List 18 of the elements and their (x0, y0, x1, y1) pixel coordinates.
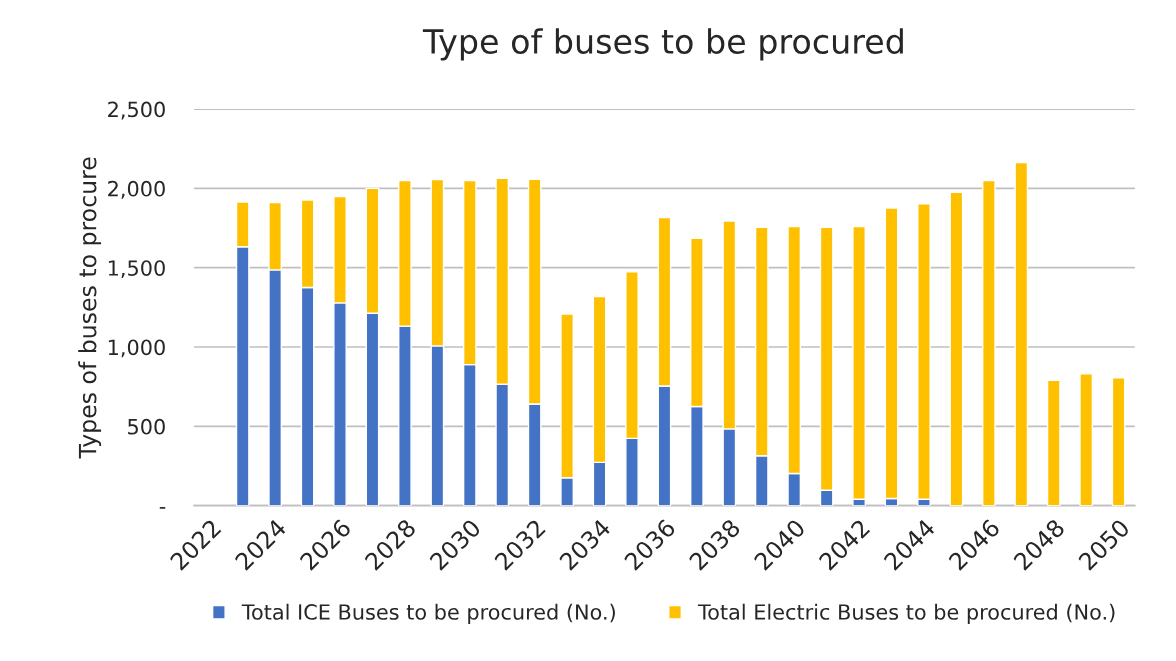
y-tick-label: 2,000 (108, 180, 165, 199)
y-axis-title: Types of buses to procure (78, 157, 102, 459)
bar (1014, 161, 1029, 506)
legend-label: Total ICE Buses to be procured (No.) (241, 603, 615, 624)
y-tick-label: 1,500 (108, 260, 165, 279)
legend-label: Total Electric Buses to be procured (No.) (697, 603, 1115, 624)
bar (852, 225, 866, 501)
y-tick-label: 2,500 (108, 101, 165, 120)
y-tick-label: 1,000 (108, 339, 165, 358)
chart-title: Type of buses to be procured (422, 28, 903, 61)
bar (949, 191, 964, 506)
bar (1079, 373, 1094, 506)
bar (1111, 377, 1126, 506)
y-tick-label: - (159, 507, 166, 509)
bar (1046, 379, 1061, 506)
y-tick-label: 500 (128, 418, 165, 435)
bar (917, 203, 931, 501)
bar (981, 179, 996, 506)
